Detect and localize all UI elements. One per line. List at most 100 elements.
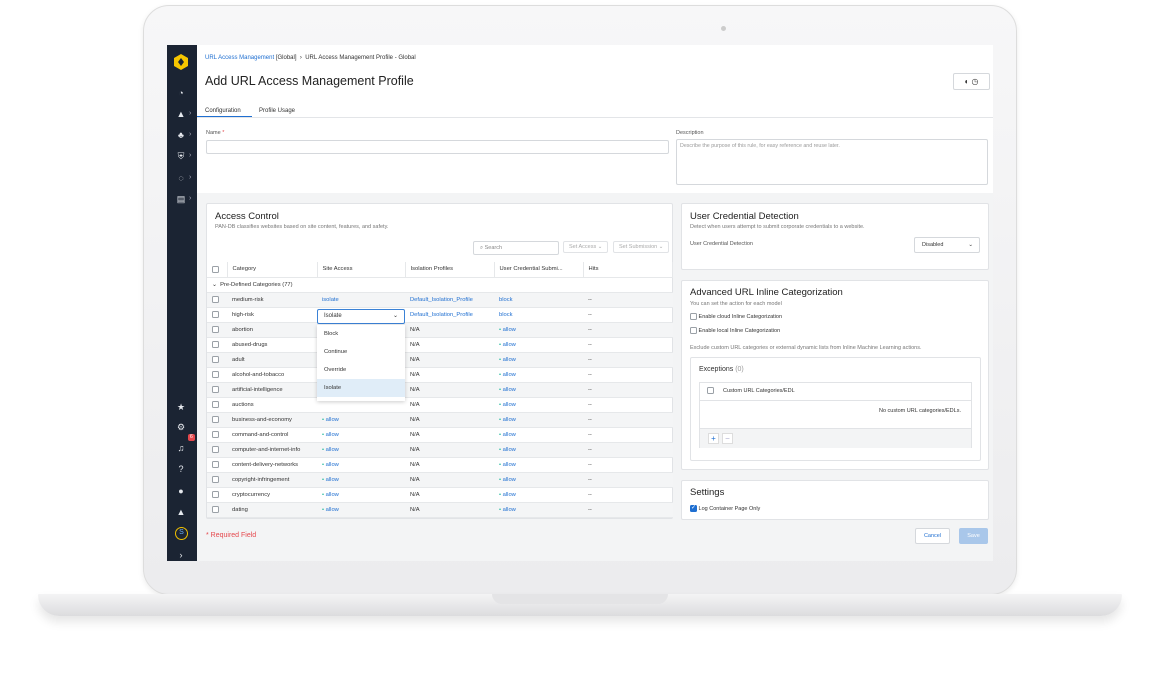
site-access-cell[interactable]: • allow (317, 502, 405, 518)
credential-cell[interactable]: • allow (494, 472, 583, 488)
column-site-access[interactable]: Site Access (317, 262, 406, 278)
row-checkbox[interactable] (212, 295, 219, 303)
row-checkbox[interactable] (212, 400, 219, 408)
site-access-value[interactable]: allow (325, 416, 339, 423)
isolation-cell[interactable]: N/A (405, 352, 494, 368)
table-row[interactable]: alcohol-and-tobacco N/A • allow -- (207, 367, 673, 383)
site-access-cell[interactable] (317, 397, 405, 413)
set-submission-dropdown[interactable]: Set Submission ⌄ (613, 241, 670, 253)
row-checkbox[interactable] (212, 460, 219, 468)
credential-value[interactable]: allow (502, 416, 516, 423)
cloud-inline-checkbox[interactable]: Enable cloud Inline Categorization (690, 313, 782, 320)
save-button[interactable]: Save (959, 528, 988, 544)
coin-icon[interactable]: S (175, 527, 188, 540)
column-hits[interactable]: Hits (583, 262, 673, 278)
breadcrumb-root[interactable]: URL Access Management (205, 55, 275, 61)
isolation-cell[interactable]: N/A (405, 487, 494, 503)
select-all-checkbox[interactable] (212, 265, 219, 273)
chevron-right-icon[interactable]: › (189, 174, 192, 181)
isolation-cell[interactable]: N/A (405, 472, 494, 488)
isolation-cell[interactable]: Default_Isolation_Profile (405, 307, 494, 323)
collapse-chevron-icon[interactable]: ⌄ (212, 281, 217, 288)
menu-item-isolate[interactable]: Isolate (317, 378, 405, 397)
isolation-cell[interactable]: N/A (405, 322, 494, 338)
credential-cell[interactable]: • allow (494, 502, 583, 518)
clock-icon[interactable]: ◷ (971, 77, 979, 86)
table-row[interactable]: content-delivery-networks • allow N/A • all… (207, 457, 673, 473)
credential-cell[interactable]: • allow (494, 412, 583, 428)
row-checkbox[interactable] (212, 340, 219, 348)
credential-value[interactable]: allow (502, 401, 516, 408)
user-icon[interactable]: ▲ (176, 507, 186, 517)
credential-cell[interactable]: block (494, 307, 583, 323)
shield-icon[interactable]: ⛨ (177, 151, 185, 161)
expand-chevron-icon[interactable]: › (179, 550, 183, 560)
row-checkbox[interactable] (212, 445, 219, 453)
table-row[interactable]: auctions N/A • allow -- (207, 397, 673, 413)
table-row[interactable]: command-and-control • allow N/A • allow -- (207, 427, 673, 443)
row-checkbox[interactable] (212, 475, 219, 483)
toolbar-icons[interactable]: ◐ ◷ (953, 73, 990, 90)
site-access-cell[interactable]: Isolate ⌄ Block Continue Override Isolate (317, 307, 405, 401)
alert-icon[interactable]: ▲ (176, 109, 186, 119)
set-access-dropdown[interactable]: Set Access ⌄ (563, 241, 609, 253)
column-category[interactable]: Category (227, 262, 318, 278)
credential-cell[interactable]: • allow (494, 442, 583, 458)
table-row[interactable]: artificial-intelligence N/A • allow -- (207, 382, 673, 398)
chevron-right-icon[interactable]: › (189, 195, 192, 202)
row-checkbox[interactable] (212, 310, 219, 318)
isolation-cell[interactable]: Default_Isolation_Profile (405, 292, 494, 308)
chat-icon[interactable]: ● (178, 486, 184, 496)
log-container-checkbox[interactable]: ✓ Log Container Page Only (690, 505, 761, 512)
chevron-right-icon[interactable]: › (189, 152, 192, 159)
site-access-value[interactable]: isolate (322, 296, 339, 303)
site-access-cell[interactable]: • allow (317, 487, 405, 503)
group-row[interactable]: ⌄ Pre-Defined Categories (77) (207, 277, 673, 293)
cancel-button[interactable]: Cancel (915, 528, 950, 544)
credential-value[interactable]: allow (502, 341, 516, 348)
row-checkbox[interactable] (212, 325, 219, 333)
site-access-cell[interactable]: • allow (317, 412, 405, 428)
site-access-cell[interactable]: • allow (317, 472, 405, 488)
remove-icon[interactable]: − (722, 433, 733, 444)
network-icon[interactable]: ♣ (178, 130, 184, 140)
table-row[interactable]: abused-drugs N/A • allow -- (207, 337, 673, 353)
row-checkbox[interactable] (212, 415, 219, 423)
credential-value[interactable]: allow (502, 506, 516, 513)
gear-icon[interactable]: ⚙ (176, 422, 186, 432)
site-access-value[interactable]: allow (325, 461, 339, 468)
row-checkbox[interactable] (212, 385, 219, 393)
isolation-cell[interactable]: N/A (405, 457, 494, 473)
site-access-cell[interactable]: • allow (317, 457, 405, 473)
credential-detection-select[interactable]: Disabled ⌄ (914, 237, 980, 253)
site-access-value[interactable]: allow (325, 446, 339, 453)
chevron-right-icon[interactable]: › (189, 131, 192, 138)
credential-value[interactable]: block (499, 296, 513, 303)
credential-cell[interactable]: • allow (494, 337, 583, 353)
shield-half-icon[interactable]: ◐ (964, 77, 970, 86)
name-input[interactable] (206, 140, 669, 154)
credential-cell[interactable]: • allow (494, 367, 583, 383)
credential-value[interactable]: allow (502, 491, 516, 498)
add-icon[interactable]: + (708, 433, 719, 444)
table-row[interactable]: high-risk Isolate ⌄ Block Continue Override Is… (207, 307, 673, 401)
table-row[interactable]: cryptocurrency • allow N/A • allow -- (207, 487, 673, 503)
search-input[interactable]: ⌕ Search (473, 241, 559, 255)
tab-profile-usage[interactable]: Profile Usage (259, 108, 296, 114)
site-access-dropdown[interactable]: Isolate ⌄ (317, 308, 405, 324)
table-row[interactable]: copyright-infringement • allow N/A • allow -… (207, 472, 673, 488)
credential-cell[interactable]: • allow (494, 427, 583, 443)
site-access-cell[interactable]: isolate (317, 292, 405, 308)
star-icon[interactable]: ★ (176, 402, 186, 412)
isolation-cell[interactable]: N/A (405, 427, 494, 443)
credential-value[interactable]: allow (502, 476, 516, 483)
tab-configuration[interactable]: Configuration (205, 108, 241, 114)
table-row[interactable]: abortion N/A • allow -- (207, 322, 673, 338)
table-row[interactable]: adult N/A • allow -- (207, 352, 673, 368)
chevron-right-icon[interactable]: › (189, 110, 192, 117)
column-user-credential[interactable]: User Credential Submi... (494, 262, 584, 278)
menu-item-block[interactable]: Block (324, 330, 339, 337)
site-access-value[interactable]: allow (325, 431, 339, 438)
settings-ring-icon[interactable]: ◌ (178, 173, 184, 183)
menu-item-continue[interactable]: Continue (324, 348, 348, 355)
